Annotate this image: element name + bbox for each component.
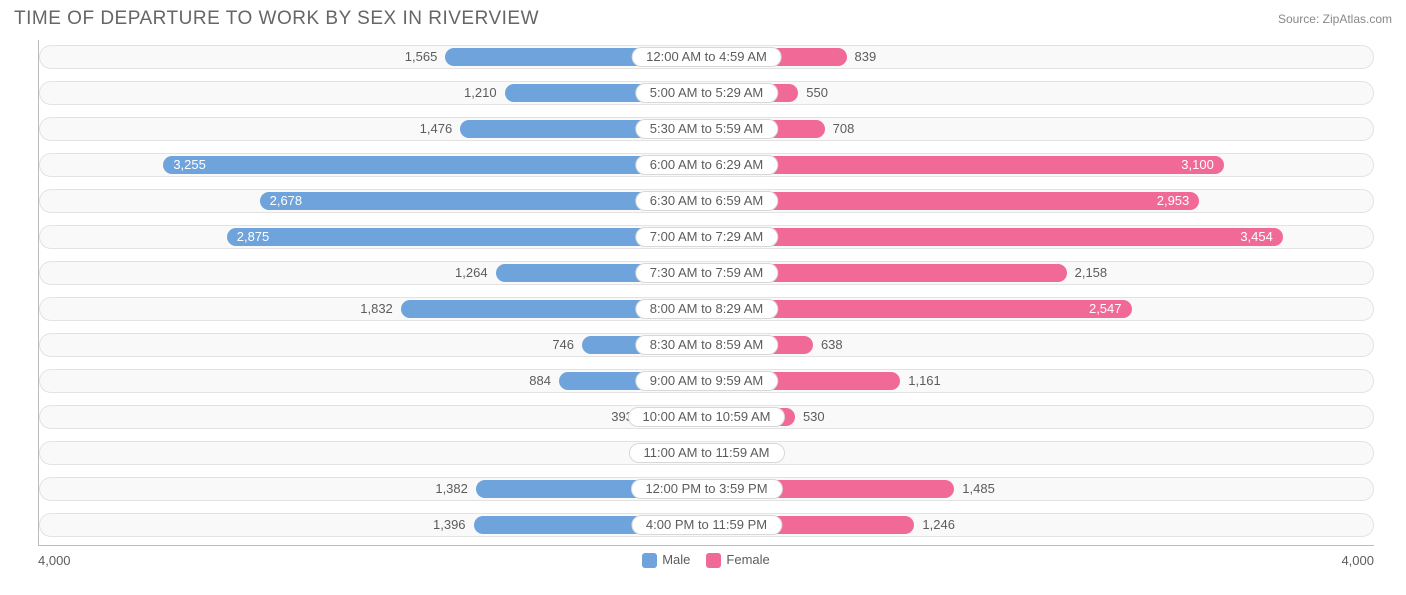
female-half: 708 xyxy=(707,120,1375,138)
category-label: 7:00 AM to 7:29 AM xyxy=(635,227,778,247)
legend-label: Female xyxy=(726,552,769,567)
male-bar xyxy=(163,156,706,174)
female-value: 1,161 xyxy=(908,372,941,390)
source-label: Source: ZipAtlas.com xyxy=(1278,12,1392,26)
female-value: 708 xyxy=(833,120,855,138)
female-value: 1,246 xyxy=(922,516,955,534)
female-half: 1,161 xyxy=(707,372,1375,390)
male-value: 1,396 xyxy=(433,516,466,534)
chart-row: 746 638 8:30 AM to 8:59 AM xyxy=(39,328,1374,361)
category-label: 4:00 PM to 11:59 PM xyxy=(631,515,782,535)
male-half: 270 xyxy=(39,444,707,462)
legend-item: Female xyxy=(706,552,769,568)
legend-item: Male xyxy=(642,552,690,568)
chart-row: 1,264 2,158 7:30 AM to 7:59 AM xyxy=(39,256,1374,289)
chart-row: 884 1,161 9:00 AM to 9:59 AM xyxy=(39,364,1374,397)
male-half: 1,382 xyxy=(39,480,707,498)
chart-row: 1,476 708 5:30 AM to 5:59 AM xyxy=(39,112,1374,145)
chart-row: 2,875 3,454 7:00 AM to 7:29 AM xyxy=(39,220,1374,253)
male-half: 884 xyxy=(39,372,707,390)
male-half: 2,678 xyxy=(39,192,707,210)
chart-row: 1,382 1,485 12:00 PM to 3:59 PM xyxy=(39,472,1374,505)
legend: Male Female xyxy=(642,552,770,568)
category-label: 5:00 AM to 5:29 AM xyxy=(635,83,778,103)
female-value: 3,100 xyxy=(1181,156,1214,174)
male-value: 746 xyxy=(552,336,574,354)
male-half: 1,832 xyxy=(39,300,707,318)
male-value: 1,382 xyxy=(435,480,468,498)
male-half: 3,255 xyxy=(39,156,707,174)
category-label: 12:00 PM to 3:59 PM xyxy=(630,479,782,499)
male-half: 1,264 xyxy=(39,264,707,282)
female-value: 530 xyxy=(803,408,825,426)
female-value: 3,454 xyxy=(1240,228,1273,246)
male-value: 1,565 xyxy=(405,48,438,66)
male-value: 1,210 xyxy=(464,84,497,102)
female-half: 3,100 xyxy=(707,156,1375,174)
female-value: 550 xyxy=(806,84,828,102)
male-half: 1,210 xyxy=(39,84,707,102)
male-value: 3,255 xyxy=(173,156,206,174)
male-half: 393 xyxy=(39,408,707,426)
female-half: 638 xyxy=(707,336,1375,354)
category-label: 7:30 AM to 7:59 AM xyxy=(635,263,778,283)
female-half: 149 xyxy=(707,444,1375,462)
male-value: 1,476 xyxy=(420,120,453,138)
male-value: 1,264 xyxy=(455,264,488,282)
chart-row: 2,678 2,953 6:30 AM to 6:59 AM xyxy=(39,184,1374,217)
chart-row: 393 530 10:00 AM to 10:59 AM xyxy=(39,400,1374,433)
male-half: 1,396 xyxy=(39,516,707,534)
female-half: 3,454 xyxy=(707,228,1375,246)
male-value: 2,875 xyxy=(237,228,270,246)
chart-row: 27014911:00 AM to 11:59 AM xyxy=(39,436,1374,469)
female-half: 2,547 xyxy=(707,300,1375,318)
female-value: 638 xyxy=(821,336,843,354)
axis-right-max: 4,000 xyxy=(1341,553,1374,568)
male-value: 884 xyxy=(529,372,551,390)
header: TIME OF DEPARTURE TO WORK BY SEX IN RIVE… xyxy=(14,8,1392,30)
chart-row: 1,396 1,246 4:00 PM to 11:59 PM xyxy=(39,508,1374,541)
category-label: 10:00 AM to 10:59 AM xyxy=(628,407,786,427)
axis-left-max: 4,000 xyxy=(38,553,71,568)
chart-row: 1,832 2,547 8:00 AM to 8:29 AM xyxy=(39,292,1374,325)
category-label: 9:00 AM to 9:59 AM xyxy=(635,371,778,391)
female-half: 1,485 xyxy=(707,480,1375,498)
female-value: 2,953 xyxy=(1157,192,1190,210)
male-half: 1,565 xyxy=(39,48,707,66)
category-label: 11:00 AM to 11:59 AM xyxy=(629,443,785,463)
category-label: 6:30 AM to 6:59 AM xyxy=(635,191,778,211)
chart-title: TIME OF DEPARTURE TO WORK BY SEX IN RIVE… xyxy=(14,8,539,30)
female-half: 530 xyxy=(707,408,1375,426)
chart-row: 1,210 550 5:00 AM to 5:29 AM xyxy=(39,76,1374,109)
chart-footer: 4,000 Male Female 4,000 xyxy=(38,552,1374,568)
female-half: 2,953 xyxy=(707,192,1375,210)
female-bar xyxy=(707,228,1283,246)
female-value: 2,547 xyxy=(1089,300,1122,318)
female-half: 2,158 xyxy=(707,264,1375,282)
male-value: 1,832 xyxy=(360,300,393,318)
category-label: 6:00 AM to 6:29 AM xyxy=(635,155,778,175)
category-label: 5:30 AM to 5:59 AM xyxy=(635,119,778,139)
female-half: 1,246 xyxy=(707,516,1375,534)
category-label: 8:00 AM to 8:29 AM xyxy=(635,299,778,319)
female-bar xyxy=(707,192,1200,210)
female-value: 2,158 xyxy=(1075,264,1108,282)
chart-area: 1,565 839 12:00 AM to 4:59 AM 1,210 550 5:00 … xyxy=(38,40,1374,546)
female-half: 550 xyxy=(707,84,1375,102)
female-value: 1,485 xyxy=(962,480,995,498)
female-bar xyxy=(707,156,1224,174)
female-value: 839 xyxy=(855,48,877,66)
chart-row: 1,565 839 12:00 AM to 4:59 AM xyxy=(39,40,1374,73)
category-label: 8:30 AM to 8:59 AM xyxy=(635,335,778,355)
legend-swatch xyxy=(706,553,721,568)
male-value: 2,678 xyxy=(270,192,303,210)
legend-swatch xyxy=(642,553,657,568)
male-half: 746 xyxy=(39,336,707,354)
legend-label: Male xyxy=(662,552,690,567)
female-half: 839 xyxy=(707,48,1375,66)
chart-row: 3,255 3,100 6:00 AM to 6:29 AM xyxy=(39,148,1374,181)
category-label: 12:00 AM to 4:59 AM xyxy=(631,47,782,67)
male-half: 2,875 xyxy=(39,228,707,246)
male-half: 1,476 xyxy=(39,120,707,138)
